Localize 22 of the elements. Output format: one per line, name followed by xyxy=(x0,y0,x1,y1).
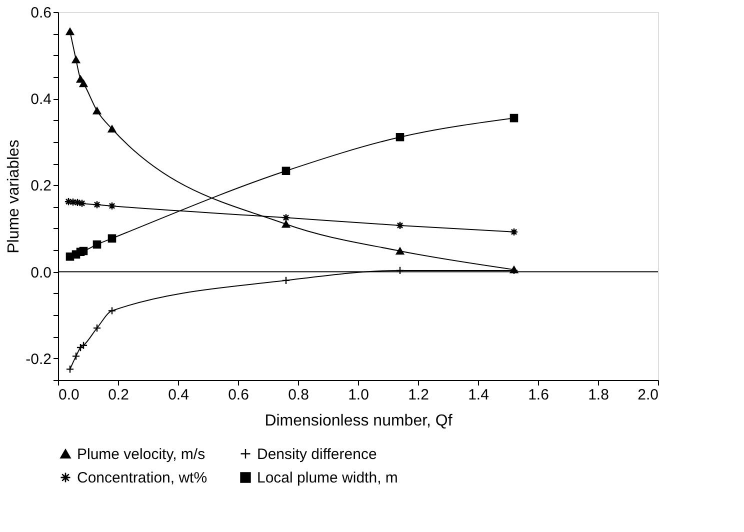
legend-label: Local plume width, m xyxy=(257,470,398,486)
y-tick-label: 0.0 xyxy=(30,264,52,282)
y-tick-label: 0.2 xyxy=(30,178,52,195)
x-tick-label: 1.2 xyxy=(408,386,429,404)
y-tick-label: -0.2 xyxy=(26,350,52,368)
y-tick-label: 0.6 xyxy=(30,4,52,22)
y-tick-label: 0.4 xyxy=(30,91,52,108)
x-tick-label: 1.8 xyxy=(588,386,609,404)
x-tick-label: 0.6 xyxy=(228,386,249,404)
legend-label: Plume velocity, m/s xyxy=(77,446,206,463)
x-tick-label: 0.8 xyxy=(288,386,309,404)
x-tick-label: 2.0 xyxy=(638,386,658,404)
x-tick-label: 1.4 xyxy=(468,386,489,404)
legend-label: Density difference xyxy=(257,446,377,463)
x-tick-label: 0.2 xyxy=(108,386,129,404)
x-tick-label: 1.6 xyxy=(528,386,549,404)
x-tick-label: 1.0 xyxy=(348,386,369,404)
x-tick-label: 0.0 xyxy=(58,386,80,404)
x-tick-label: 0.4 xyxy=(168,386,189,404)
y-axis-title: Plume variables xyxy=(6,140,23,254)
legend-label: Concentration, wt% xyxy=(77,470,208,486)
x-axis-title: Dimensionless number, Qf xyxy=(264,412,453,430)
